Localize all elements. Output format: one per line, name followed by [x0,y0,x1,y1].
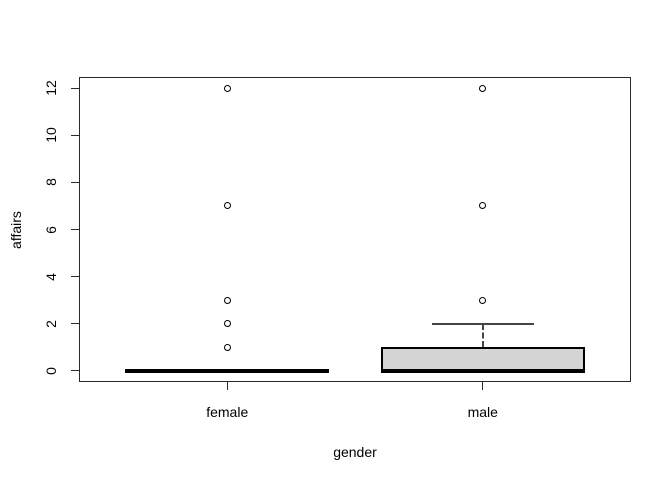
x-category-label: male [467,404,498,420]
outlier-point [479,84,487,92]
y-tick-mark [71,370,79,372]
outlier-point [223,320,231,328]
y-tick-mark [71,323,79,325]
y-tick-label: 12 [43,80,59,97]
iqr-box [380,347,585,371]
x-axis-title: gender [333,444,377,460]
x-category-label: female [206,404,249,420]
outlier-point [223,202,231,210]
outlier-point [223,296,231,304]
y-tick-mark [71,276,79,278]
x-tick-mark [482,382,484,390]
y-tick-label: 8 [43,178,59,187]
plot-frame [79,77,631,382]
outlier-point [479,202,487,210]
y-tick-label: 2 [43,319,59,328]
y-axis-title: affairs [8,211,24,249]
outlier-point [223,84,231,92]
y-tick-mark [71,181,79,183]
median-line [380,368,585,373]
y-tick-label: 6 [43,225,59,234]
x-tick-mark [226,382,228,390]
y-tick-mark [71,229,79,230]
outlier-point [479,296,487,304]
y-tick-mark [71,134,79,136]
median-line [125,368,330,373]
y-tick-label: 4 [43,272,59,281]
upper-whisker-stem [481,323,484,348]
outlier-point [223,343,231,351]
upper-whisker-cap [431,322,534,325]
y-tick-label: 0 [43,366,59,375]
y-tick-mark [71,87,79,89]
y-tick-label: 10 [43,127,59,144]
